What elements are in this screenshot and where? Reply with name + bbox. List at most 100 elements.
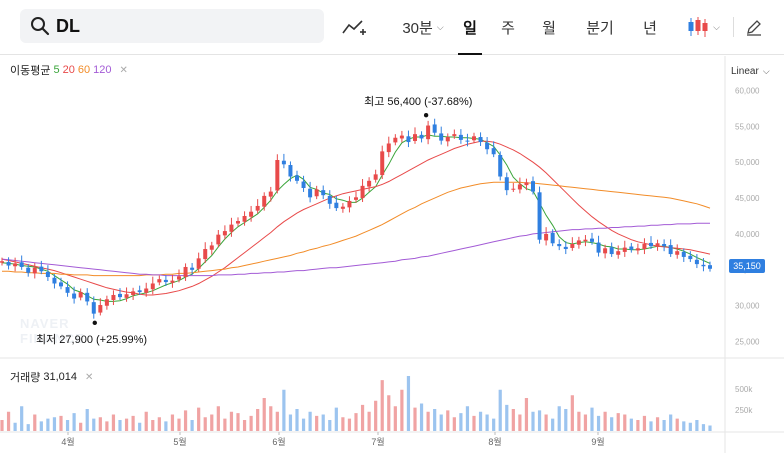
candle-body [386,143,391,153]
high-annotation: 최고 56,400 (-37.68%) [364,95,472,108]
scale-mode-label: Linear [731,66,759,77]
candle-body [576,240,581,245]
y-tick-label: 50,000 [735,158,760,167]
volume-bar [557,406,561,431]
candle-body [314,189,319,197]
candle-body [675,251,680,255]
ma60-label: 60 [77,64,91,76]
ma20-line [1,140,711,296]
candle-body [662,244,667,247]
candle-body [635,248,640,251]
close-icon[interactable]: ✕ [119,64,128,76]
candle-body [367,180,372,187]
volume-bar [583,414,588,431]
candle-body [360,185,365,199]
volume-bar [269,406,273,431]
ma20-label: 20 [62,64,75,76]
volume-legend: 거래량 31,014 ✕ [10,369,93,385]
candle-body [426,125,431,140]
volume-bar [446,410,450,431]
volume-bar [518,414,522,431]
volume-bar [708,425,712,431]
interval-week-label: 주 [501,19,515,37]
candle-body [485,142,490,150]
candle-body [655,243,660,247]
interval-day[interactable]: 일 [458,0,482,55]
ma120-label: 120 [93,64,112,76]
watermark-line-2: FINANCE [20,331,85,346]
interval-quarter[interactable]: 분기 [580,0,620,54]
volume-bar [629,418,633,431]
volume-bar [478,411,483,431]
candlestick-icon [688,17,708,37]
interval-week[interactable]: 주 [496,0,520,54]
edit-button[interactable] [740,0,768,54]
candle-body [570,244,575,248]
candle-body [275,160,280,191]
pencil-icon [747,20,761,36]
candle-body [72,293,77,299]
candle-body [281,160,286,165]
volume-bar [360,404,365,431]
candle-body [137,290,142,293]
volume-bar [138,422,142,431]
interval-30min[interactable]: 30분 ⌵ [398,0,448,54]
volume-bar [203,417,207,431]
volume-bar [157,417,161,431]
volume-bar [544,414,548,431]
candle-body [537,192,542,240]
interval-year[interactable]: 년 [638,0,662,54]
volume-bar [52,417,57,431]
y-tick-label: 25,000 [735,338,760,347]
candle-body [65,287,70,293]
volume-bar [603,411,607,431]
volume-bar [288,414,293,431]
close-icon[interactable]: ✕ [85,371,94,383]
stock-search-input[interactable] [56,13,306,39]
volume-bar [65,420,70,431]
volume-bar [6,411,11,431]
volume-bar [387,395,391,431]
volume-bar [498,389,502,431]
volume-bar [669,414,673,431]
volume-bar [0,420,4,431]
candle-body [622,247,627,252]
drawing-tool-button[interactable] [338,0,370,54]
x-tick-label: 8월 [488,436,501,447]
stock-search-box[interactable] [20,9,324,43]
volume-bar [413,407,417,431]
candle-body [144,288,149,293]
candle-body [170,280,175,283]
y-tick-label: 40,000 [735,230,760,239]
watermark-line-1: NAVER [20,316,70,331]
volume-bar [20,406,24,431]
candle-body [708,265,712,269]
candle-body [163,279,168,283]
y-tick-label: 45,000 [735,194,760,203]
volume-bar [321,414,325,431]
candle-body [498,154,503,177]
x-tick-label: 9월 [591,436,604,447]
volume-bar [642,415,647,431]
volume-bar [13,422,17,431]
candle-body [616,251,621,255]
candle-body [629,246,634,250]
volume-bar [623,414,627,431]
chart-type-button[interactable]: ⌵ [680,0,726,54]
candle-body [150,283,155,290]
candle-body [380,151,385,176]
interval-month[interactable]: 월 [537,0,561,54]
current-price-tag: 35,150 [729,259,765,273]
candle-body [590,238,594,242]
candle-body [295,175,299,181]
stock-chart[interactable]: 25,00030,00035,00040,00045,00050,00055,0… [0,56,784,453]
candle-body [13,263,18,267]
volume-bar [275,411,279,431]
candle-body [249,211,254,217]
volume-bar [177,418,181,431]
volume-bar [374,400,378,431]
volume-bar [301,418,306,431]
candle-body [0,261,4,263]
scale-mode-button[interactable]: Linear ⌵ [731,66,770,77]
volume-bar [524,398,529,431]
